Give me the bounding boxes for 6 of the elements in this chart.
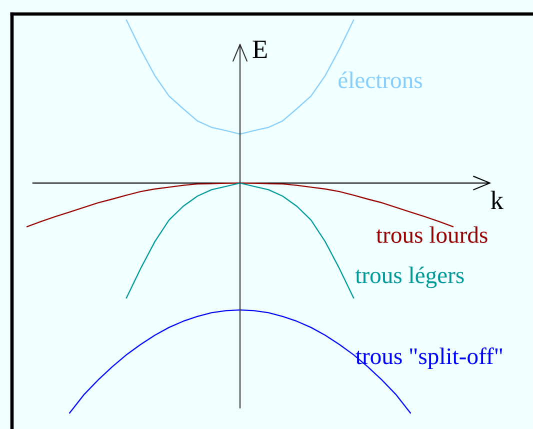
y-axis-title: E [252,40,267,58]
series-label: trous "split-off" [356,347,502,370]
series-label: électrons [338,72,422,88]
series-label: trous légers [355,266,464,288]
series-label: trous lourds [376,226,488,243]
x-axis-title: k [490,190,504,210]
